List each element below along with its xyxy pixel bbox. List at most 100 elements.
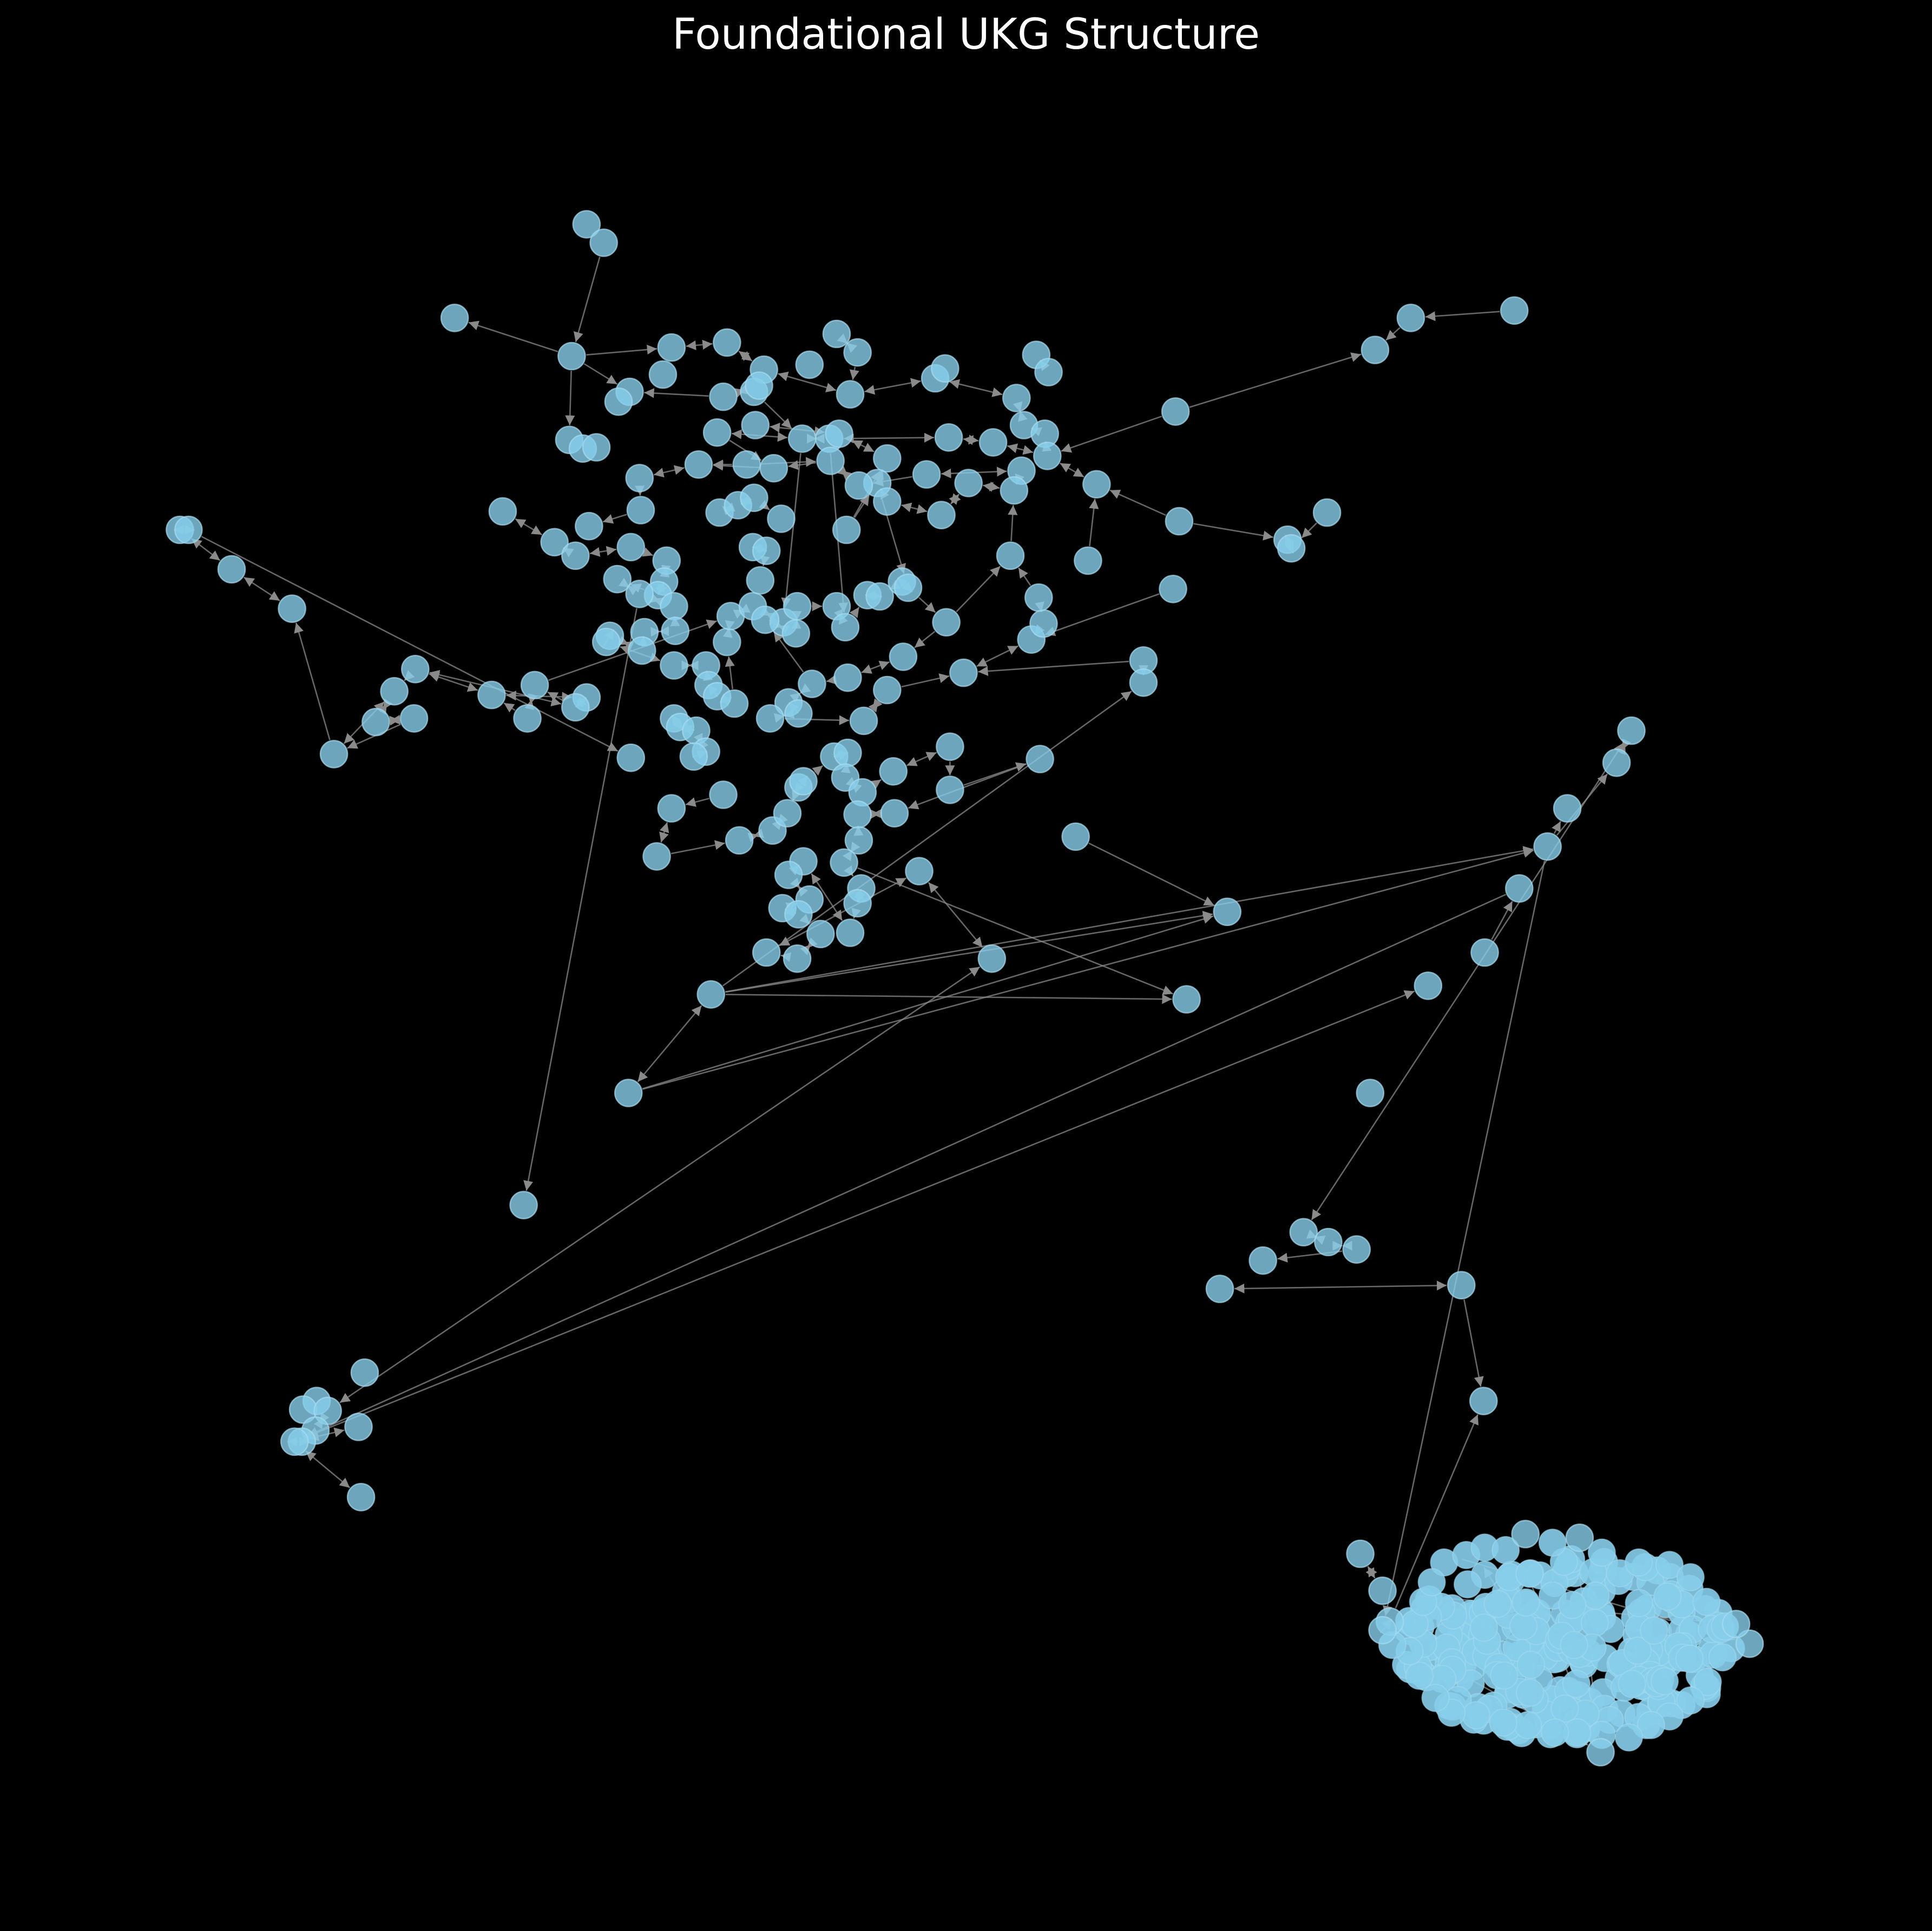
- graph-edge: [642, 848, 1534, 1090]
- graph-node: [625, 580, 654, 608]
- graph-edge: [523, 608, 638, 1191]
- graph-edge: [1311, 743, 1624, 1220]
- graph-node: [831, 613, 860, 642]
- graph-edge: [778, 371, 837, 392]
- cluster-node: [1558, 1591, 1587, 1619]
- graph-node: [592, 627, 621, 656]
- cluster-node: [1587, 1538, 1616, 1567]
- graph-node: [660, 651, 688, 680]
- graph-node: [1061, 822, 1090, 851]
- graph-node: [893, 573, 923, 602]
- graph-node: [1553, 794, 1582, 823]
- graph-edge: [812, 765, 824, 776]
- graph-edge: [851, 908, 862, 919]
- graph-node: [1248, 1246, 1277, 1275]
- graph-node: [679, 742, 708, 771]
- cluster-node: [1623, 1636, 1652, 1665]
- graph-node: [832, 515, 861, 544]
- graph-edge: [800, 937, 818, 955]
- graph-node: [889, 642, 918, 671]
- cluster-node: [1655, 1551, 1684, 1579]
- graph-edge: [861, 661, 890, 674]
- graph-node: [936, 732, 964, 761]
- cluster-node: [1625, 1589, 1653, 1618]
- graph-node: [280, 1427, 309, 1456]
- graph-edge: [773, 631, 804, 673]
- graph-edge: [868, 698, 883, 713]
- graph-edge: [901, 673, 950, 688]
- graph-edge: [583, 363, 618, 385]
- cluster-node: [1516, 1678, 1545, 1707]
- graph-edge: [725, 994, 1172, 1004]
- cluster-node: [1692, 1587, 1721, 1616]
- graph-edge: [788, 460, 816, 470]
- graph-node: [822, 319, 851, 349]
- graph-node: [816, 446, 845, 475]
- graph-node: [977, 944, 1007, 973]
- graph-node: [661, 616, 689, 645]
- graph-node: [873, 487, 902, 516]
- graph-edge: [956, 566, 1001, 613]
- graph-node: [725, 826, 754, 855]
- graph-node: [702, 418, 732, 447]
- graph-edge: [642, 547, 653, 557]
- graph-node: [657, 794, 686, 823]
- graph-node: [746, 566, 775, 595]
- graph-node: [954, 469, 983, 497]
- graph-edge: [671, 840, 725, 855]
- graph-node: [1368, 1577, 1397, 1605]
- graph-node: [540, 528, 569, 557]
- graph-node: [1161, 397, 1190, 426]
- cluster-node: [1562, 1670, 1591, 1698]
- graph-edge: [976, 645, 1018, 667]
- graph-node: [1505, 874, 1534, 903]
- graph-node: [905, 857, 934, 885]
- graph-node: [783, 592, 812, 621]
- graph-edge: [918, 597, 936, 613]
- graph-node: [865, 582, 894, 611]
- graph-edge: [515, 518, 542, 536]
- graph-node: [774, 861, 803, 889]
- graph-node: [836, 918, 865, 947]
- graph-node: [648, 360, 678, 389]
- graph-edge: [1234, 1280, 1447, 1293]
- graph-edge: [781, 453, 801, 608]
- graph-edge: [1425, 311, 1500, 321]
- graph-node: [745, 371, 773, 400]
- graph-node: [557, 341, 586, 371]
- node-layer: [166, 210, 1764, 1766]
- graph-edge: [307, 894, 1507, 1436]
- cluster-node: [1417, 1568, 1446, 1597]
- graph-edge: [1193, 523, 1273, 541]
- graph-node: [1159, 575, 1187, 603]
- cluster-node: [1538, 1528, 1567, 1557]
- graph-edge: [1109, 489, 1166, 516]
- graph-node: [344, 1413, 373, 1441]
- graph-node: [696, 980, 725, 1009]
- graph-node: [843, 800, 872, 829]
- graph-node: [806, 919, 835, 949]
- graph-edge: [565, 370, 575, 425]
- graph-node: [740, 483, 768, 513]
- cluster-node: [1640, 1616, 1668, 1645]
- graph-node: [843, 338, 872, 367]
- graph-node: [626, 496, 655, 524]
- cluster-node: [1614, 1723, 1643, 1752]
- graph-node: [1024, 583, 1053, 612]
- graph-node: [789, 767, 818, 796]
- graph-node: [783, 944, 812, 973]
- graph-node: [932, 608, 961, 637]
- graph-node: [642, 842, 671, 871]
- graph-edge: [722, 691, 1132, 987]
- graph-edge: [1385, 327, 1401, 341]
- cluster-node: [1462, 1701, 1490, 1730]
- graph-node: [1447, 1271, 1476, 1299]
- graph-edge: [503, 702, 516, 713]
- graph-node: [1205, 1275, 1234, 1303]
- graph-node: [1396, 304, 1425, 332]
- graph-edge: [1007, 443, 1034, 455]
- graph-node: [996, 541, 1025, 570]
- graph-edge: [826, 674, 837, 685]
- cluster-node: [1512, 1588, 1540, 1617]
- graph-node: [798, 669, 826, 698]
